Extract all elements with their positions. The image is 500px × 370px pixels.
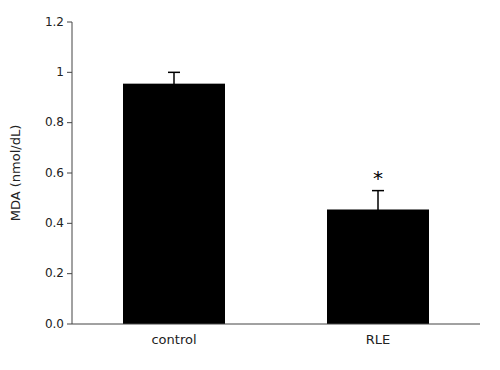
error-bar [168, 72, 180, 95]
y-axis-line [72, 22, 73, 324]
error-cap [372, 190, 384, 192]
bars [123, 72, 429, 324]
error-cap [168, 94, 180, 96]
y-tick-label: 0.8 [45, 115, 64, 129]
y-tick [67, 273, 72, 274]
error-cap [168, 72, 180, 74]
bar [123, 84, 225, 324]
error-line [173, 72, 175, 95]
annotation: * [373, 166, 383, 190]
x-axis-line [72, 324, 480, 325]
chart: 0.0 0.2 0.4 0.6 0.8 1 1.2 control RLE MDA (nmol/d… [0, 0, 500, 370]
y-tick-label: 0.4 [45, 216, 64, 230]
error-cap [372, 228, 384, 230]
y-tick-label: 0.0 [45, 317, 64, 331]
y-tick-label: 1 [56, 65, 64, 79]
y-tick-label: 0.2 [45, 266, 64, 280]
x-tick-label: RLE [366, 332, 391, 347]
y-tick [67, 122, 72, 123]
x-tick-label: control [151, 332, 196, 347]
error-bar [372, 191, 384, 229]
error-line [377, 191, 379, 229]
y-tick-label: 0.6 [45, 166, 64, 180]
y-axis-label: MDA (nmol/dL) [8, 125, 23, 222]
y-tick-label: 1.2 [45, 15, 64, 29]
y-tick [67, 72, 72, 73]
y-tick [67, 173, 72, 174]
y-tick [67, 324, 72, 325]
y-tick [67, 22, 72, 23]
y-tick [67, 223, 72, 224]
